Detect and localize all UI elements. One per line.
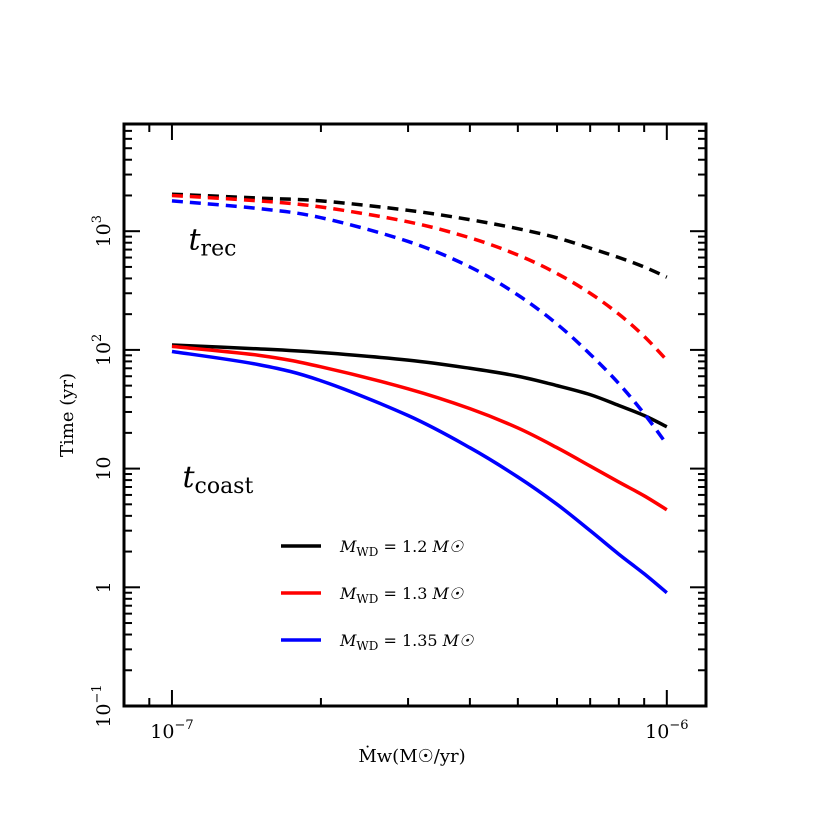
series-line-t-coast-0 <box>171 343 668 429</box>
y-tick-label: 102 <box>90 334 115 366</box>
svg-text:10: 10 <box>93 457 115 481</box>
series-line-t-coast-1 <box>171 344 668 512</box>
annotation-coast: tcoast <box>182 460 253 499</box>
legend: MWD = 1.2 M☉ MWD = 1.3 M☉ MWD = 1.35 M☉ <box>281 537 474 653</box>
x-tick-label: 10−7 <box>150 718 193 743</box>
y-axis-label: Time (yr) <box>57 373 78 457</box>
legend-label: MWD = 1.2 M☉ <box>339 537 464 559</box>
y-tick-label: 10−1 <box>90 684 115 727</box>
x-tick-label: 10−6 <box>645 718 688 743</box>
y-tick-label: 1 <box>93 581 115 593</box>
y-tick-label: 10 <box>93 457 115 481</box>
tick-labels: 10−7 10−6 10−1 1 10 102 103 <box>90 215 688 743</box>
svg-text:1: 1 <box>93 581 115 593</box>
plot-frame <box>122 122 708 708</box>
annotations: trec tcoast <box>182 223 253 499</box>
svg-text:10−1: 10−1 <box>90 684 115 727</box>
series-line-t-rec-3 <box>171 192 668 279</box>
svg-text:102: 102 <box>90 334 115 366</box>
series-lines <box>171 192 669 595</box>
y-tick-label: 103 <box>90 215 115 247</box>
x-axis-label: Ṁw(M☉/yr) <box>358 744 465 767</box>
series-line-t-coast-2 <box>171 349 668 595</box>
series-line-t-rec-5 <box>171 199 669 446</box>
series-line-t-rec-4 <box>171 193 669 362</box>
annotation-rec: trec <box>188 223 236 262</box>
svg-text:103: 103 <box>90 215 115 247</box>
legend-label: MWD = 1.35 M☉ <box>339 631 474 653</box>
legend-label: MWD = 1.3 M☉ <box>339 584 464 606</box>
